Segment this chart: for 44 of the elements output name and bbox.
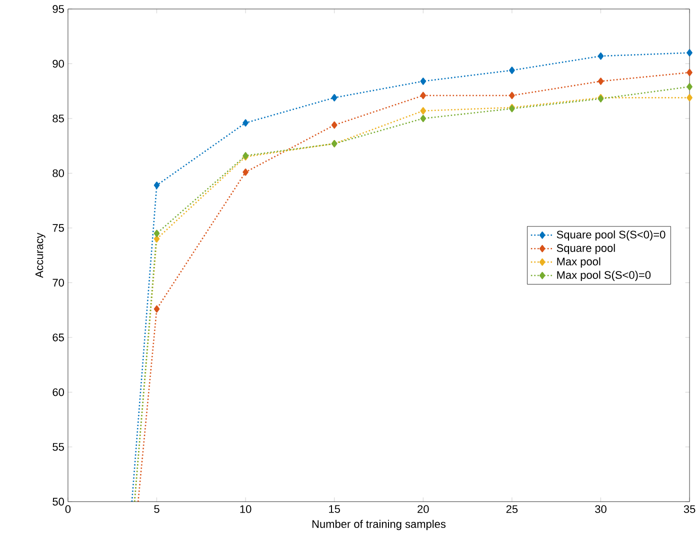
point [598,52,604,60]
x-tick-label: 35 [684,505,696,514]
y-tick-label: 65 [52,334,64,342]
point [686,69,692,76]
legend-label: Max pool S(S<0)=0 [557,270,651,282]
point [242,119,248,127]
x-tick-label: 30 [595,505,606,514]
x-tick-label: 0 [65,505,71,514]
y-tick-label: 85 [52,114,64,123]
y-tick-label: 90 [52,60,64,68]
y-tick-label: 70 [52,279,64,287]
point [331,122,338,129]
point [686,94,692,102]
y-tick-label: 60 [52,388,64,396]
x-tick-label: 5 [154,505,160,514]
y-tick-label: 50 [52,498,64,506]
x-tick-label: 20 [418,505,429,514]
y-tick-label: 55 [52,443,64,451]
point [509,92,515,100]
point [154,235,160,243]
point [154,306,160,313]
x-tick-label: 25 [506,505,518,514]
point [242,168,248,176]
point [420,115,426,122]
point [420,92,426,100]
y-tick-label: 80 [52,170,64,178]
point [686,83,692,91]
point [154,182,160,190]
point [154,230,160,238]
point [420,107,426,115]
y-axis-title: Accuracy [36,232,46,278]
point [331,94,338,102]
x-axis-title: Number of training samples [312,520,446,530]
y-tick-label: 95 [52,5,64,14]
point [420,78,426,86]
y-tick-label: 75 [52,224,64,232]
legend-label: Max pool [557,258,600,268]
legend-label: Square pool [556,244,615,254]
point [686,49,692,57]
legend-label: Square pool S(S<0)=0 [556,230,666,241]
x-tick-label: 10 [240,505,252,514]
point [509,66,515,74]
point [598,78,604,86]
x-tick-label: 15 [329,505,340,514]
